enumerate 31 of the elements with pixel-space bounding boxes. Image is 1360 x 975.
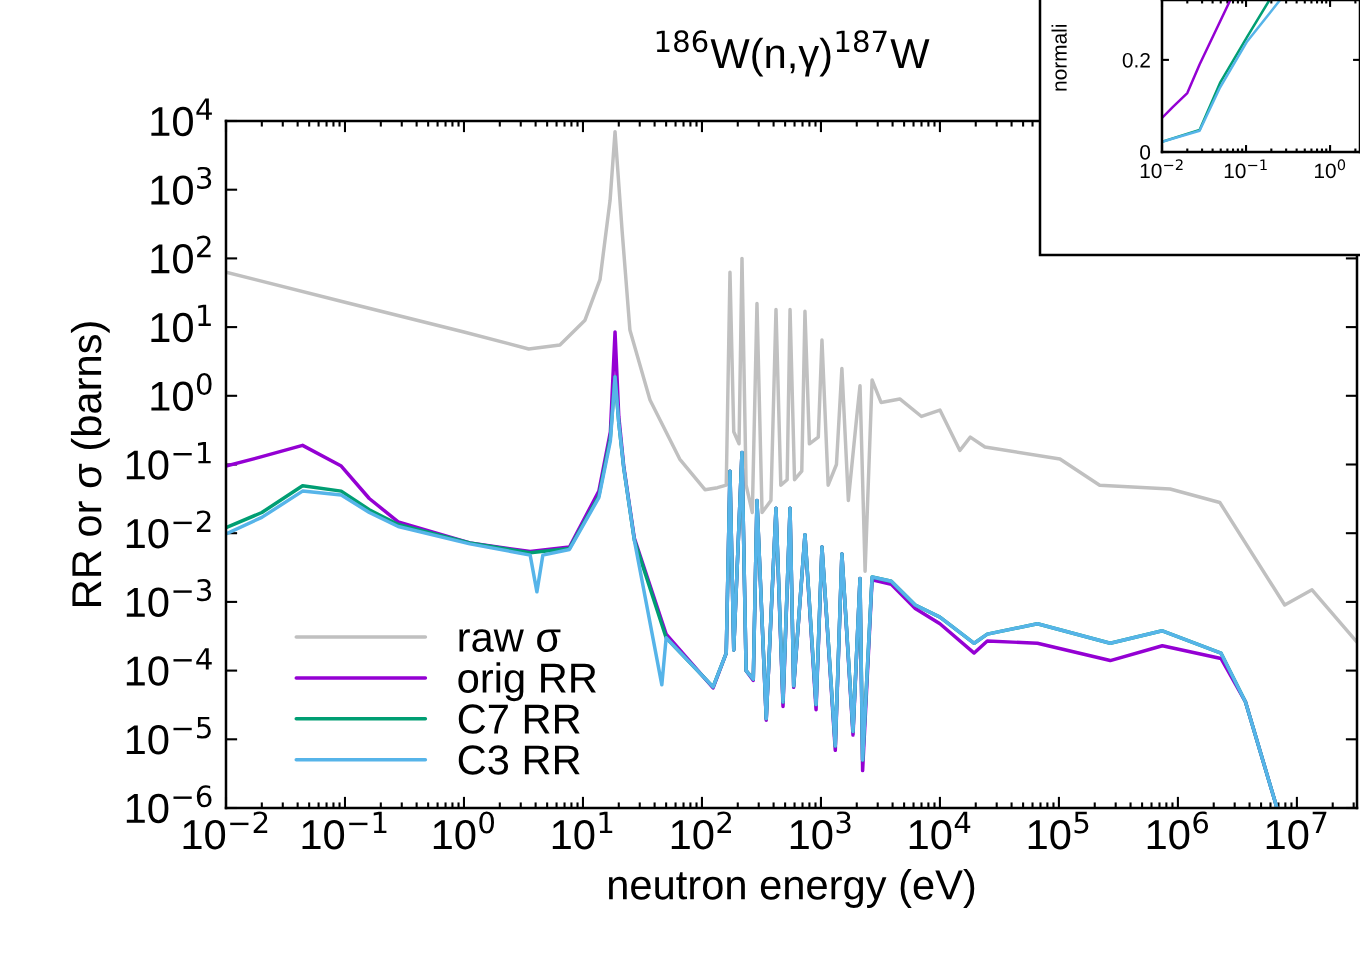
x-tick-label: 10$^{−1}$ xyxy=(1224,159,1267,179)
y-tick-label: 10$^{2}$ xyxy=(151,235,211,274)
y-axis-title: normali xyxy=(1051,25,1067,91)
x-axis-title: neutron energy (eV) xyxy=(608,869,975,908)
legend-label: C7 RR xyxy=(458,704,580,734)
legend-label: orig RR xyxy=(458,662,596,702)
x-tick-label: 10$^{6}$ xyxy=(1147,811,1209,850)
x-tick-label: 10$^{4}$ xyxy=(909,811,971,850)
y-tick-label: 10$^{4}$ xyxy=(151,98,212,137)
x-tick-label: 10$^{−2}$ xyxy=(1140,159,1183,179)
y-tick-label: 10$^{−5}$ xyxy=(126,716,211,755)
x-tick-label: 10$^{2}$ xyxy=(671,811,731,850)
y-tick-label: 10$^{1}$ xyxy=(151,304,211,343)
legend-label: raw σ xyxy=(459,629,561,652)
x-tick-label: 10$^{7}$ xyxy=(1266,811,1327,850)
y-tick-label: 10$^{0}$ xyxy=(151,372,212,411)
y-tick-label: 10$^{−1}$ xyxy=(126,442,211,480)
x-tick-label: 10$^{0}$ xyxy=(433,811,495,850)
y-tick-label: 0 xyxy=(1140,145,1151,160)
y-tick-label: 0.2 xyxy=(1122,52,1150,68)
y-tick-label: 10$^{−2}$ xyxy=(126,510,211,549)
x-tick-label: 10$^{1}$ xyxy=(552,811,613,850)
chart-title: $^{186}$W(n,γ)$^{187}$W xyxy=(656,30,930,77)
x-tick-label: 10$^{−1}$ xyxy=(302,811,387,850)
legend-label: C3 RR xyxy=(458,745,580,775)
x-tick-label: 10$^{5}$ xyxy=(1028,811,1089,850)
y-tick-label: 10$^{−4}$ xyxy=(126,648,212,686)
x-tick-label: 10$^{0}$ xyxy=(1315,159,1346,179)
y-tick-label: 10$^{−3}$ xyxy=(126,579,212,618)
y-axis-title: RR or σ (barns) xyxy=(70,322,110,606)
x-tick-label: 10$^{3}$ xyxy=(790,811,851,850)
